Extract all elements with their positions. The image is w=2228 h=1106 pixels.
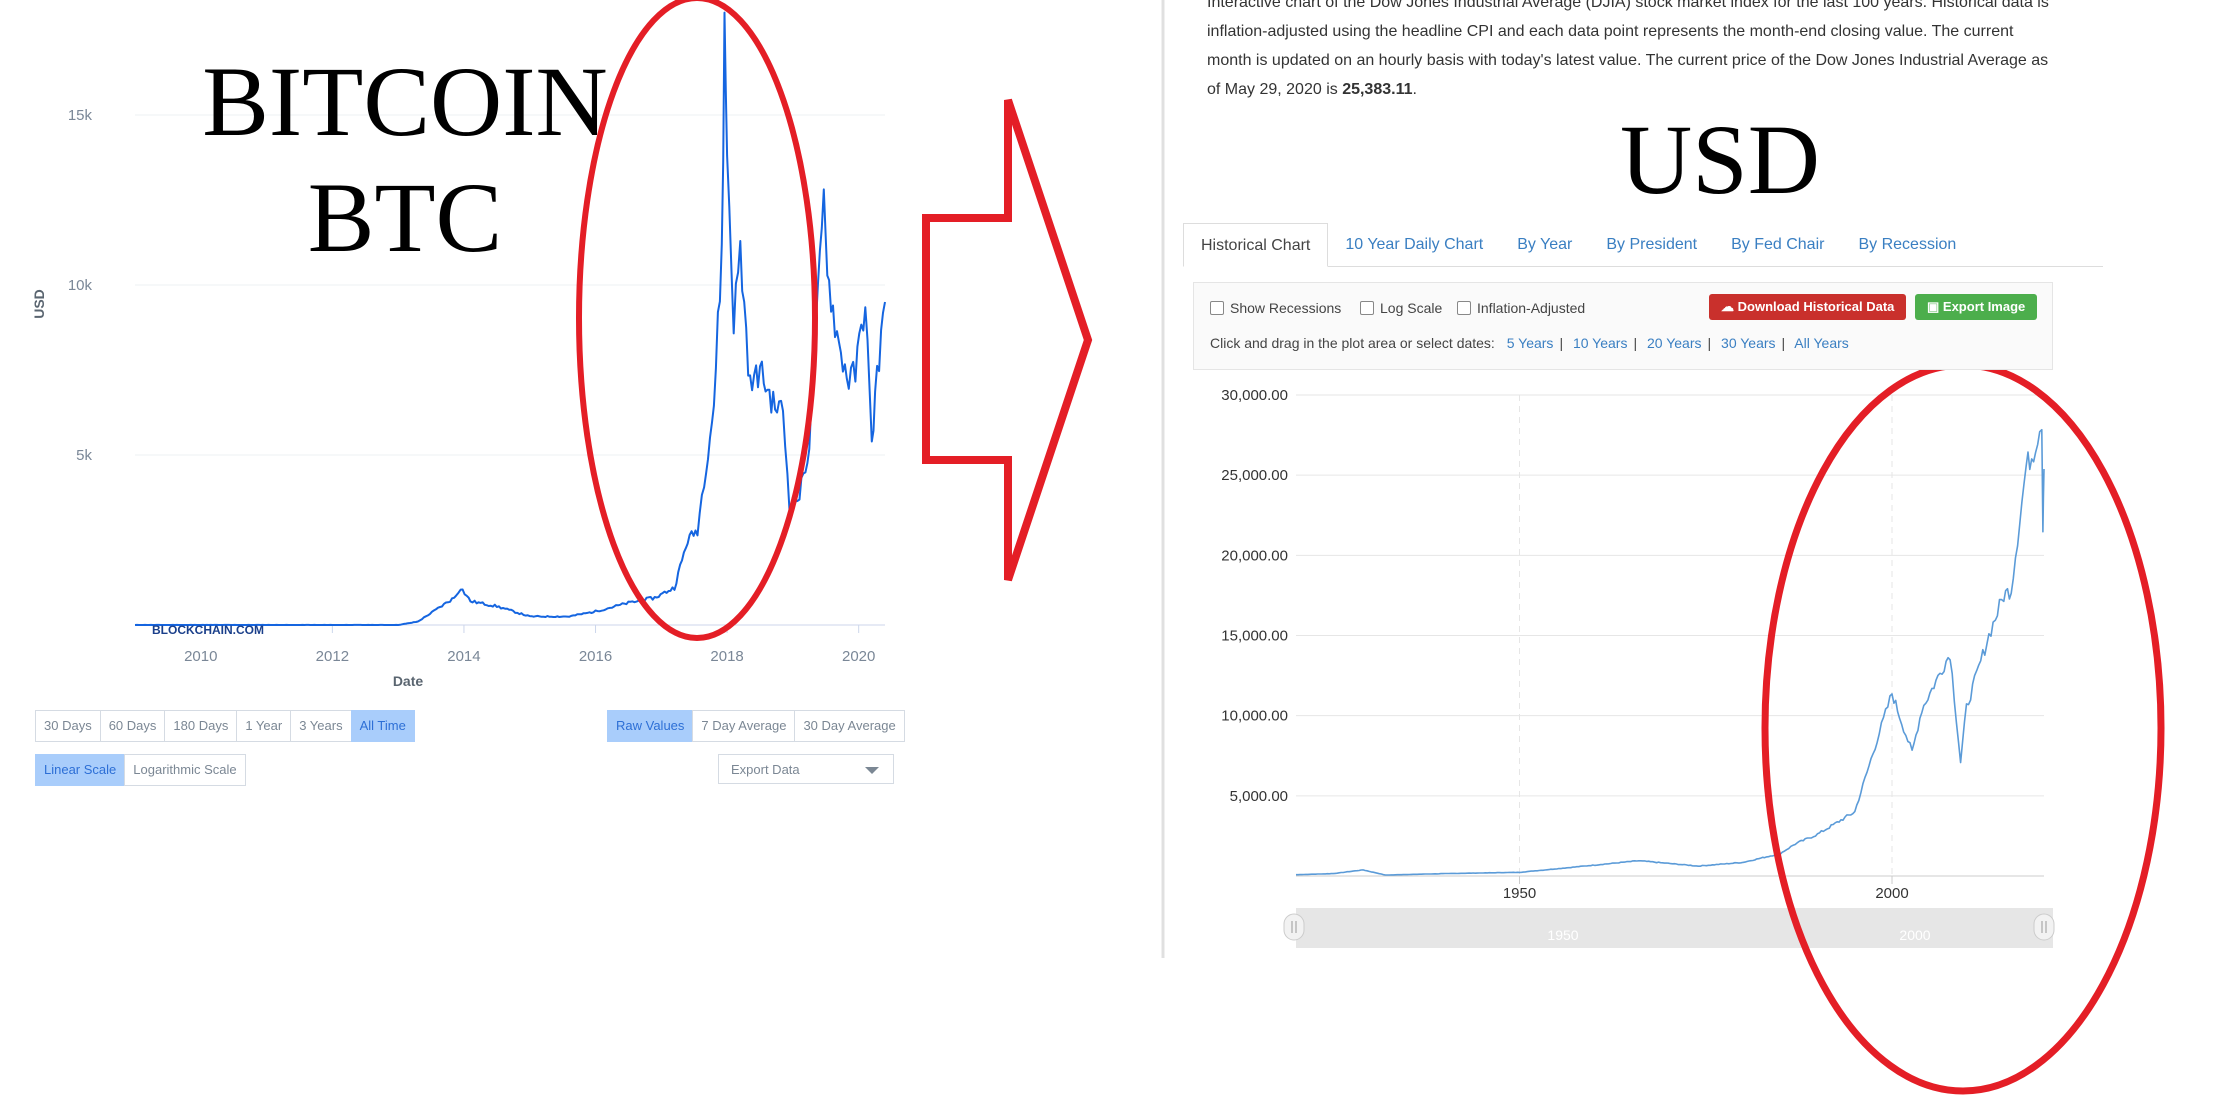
date-range-prompt: Click and drag in the plot area or selec… xyxy=(1210,335,1495,351)
bitcoin-title-line2: BTC xyxy=(307,162,503,273)
x-tick-label: 2020 xyxy=(842,648,875,665)
y-tick-label: 5,000.00 xyxy=(1230,788,1288,805)
tab-by-fed-chair[interactable]: By Fed Chair xyxy=(1731,236,1825,253)
date-link-5-years[interactable]: 5 Years xyxy=(1506,335,1554,351)
range-60-days-button[interactable]: 60 Days xyxy=(99,710,166,742)
navigator-label-1950: 1950 xyxy=(1547,927,1578,943)
tab-10-year-daily-chart[interactable]: 10 Year Daily Chart xyxy=(1345,236,1484,253)
log-scale-label: Log Scale xyxy=(1380,300,1443,316)
btc-tick-labels: 5k 10k 15k 2010 2012 2014 2016 2018 2020 xyxy=(68,107,876,665)
djia-options-panel: Show Recessions Log Scale Inflation-Adju… xyxy=(1193,282,2053,370)
djia-price-series-line xyxy=(1296,428,2045,876)
show-recessions-checkbox[interactable]: Show Recessions xyxy=(1210,300,1341,316)
thirty-day-average-button[interactable]: 30 Day Average xyxy=(794,710,905,742)
x-tick-label: 2012 xyxy=(316,648,349,665)
description-line-4: of May 29, 2020 is 25,383.11. xyxy=(1207,75,2067,104)
x-tick-label: 1950 xyxy=(1503,885,1536,902)
y-tick-label: 15k xyxy=(68,107,93,124)
export-image-button[interactable]: ▣ Export Image xyxy=(1915,294,2038,320)
btc-gridlines xyxy=(135,114,885,456)
djia-navigator-handle-right[interactable] xyxy=(2033,913,2055,941)
usd-title: USD xyxy=(1619,104,1821,215)
y-tick-label: 25,000.00 xyxy=(1221,467,1288,484)
tab-historical-chart[interactable]: Historical Chart xyxy=(1183,223,1329,267)
log-scale-checkbox[interactable]: Log Scale xyxy=(1360,300,1442,316)
red-ellipse-djia xyxy=(1761,361,2165,1095)
export-data-label: Export Data xyxy=(731,762,800,777)
description-line-2: inflation-adjusted using the headline CP… xyxy=(1207,23,2014,40)
download-historical-data-label: Download Historical Data xyxy=(1737,299,1895,314)
btc-scale-buttons: Linear Scale Logarithmic Scale xyxy=(35,754,246,786)
date-link-all-years[interactable]: All Years xyxy=(1794,335,1849,351)
x-tick-label: 2010 xyxy=(184,648,217,665)
description-line-4-prefix: of May 29, 2020 is xyxy=(1207,81,1343,98)
range-all-time-button[interactable]: All Time xyxy=(350,710,415,742)
x-tick-label: 2014 xyxy=(447,648,480,665)
inflation-adjusted-checkbox[interactable]: Inflation-Adjusted xyxy=(1457,300,1585,316)
range-3-years-button[interactable]: 3 Years xyxy=(290,710,352,742)
raw-values-button[interactable]: Raw Values xyxy=(607,710,694,742)
btc-price-series-line xyxy=(134,11,886,626)
djia-description: Interactive chart of the Dow Jones Indus… xyxy=(1207,0,2067,104)
checkbox-box[interactable] xyxy=(1457,301,1471,315)
tab-by-recession[interactable]: By Recession xyxy=(1858,236,1957,253)
export-data-select[interactable]: Export Data xyxy=(718,754,894,784)
description-line-4-suffix: . xyxy=(1412,81,1417,98)
date-range-row: Click and drag in the plot area or selec… xyxy=(1210,335,1849,351)
djia-price-chart: 5,000.00 10,000.00 15,000.00 20,000.00 25,00… xyxy=(1221,387,2055,948)
inflation-adjusted-label: Inflation-Adjusted xyxy=(1477,300,1586,316)
y-tick-label: 15,000.00 xyxy=(1221,628,1288,645)
checkbox-box[interactable] xyxy=(1210,301,1224,315)
image-icon: ▣ xyxy=(1927,299,1943,314)
x-tick-label: 2000 xyxy=(1875,885,1908,902)
logarithmic-scale-button[interactable]: Logarithmic Scale xyxy=(124,754,246,786)
seven-day-average-button[interactable]: 7 Day Average xyxy=(692,710,796,742)
y-tick-label: 20,000.00 xyxy=(1221,547,1288,564)
btc-price-chart: 5k 10k 15k 2010 2012 2014 2016 2018 2020 USD Dat… xyxy=(31,11,886,689)
range-30-days-button[interactable]: 30 Days xyxy=(35,710,101,742)
linear-scale-button[interactable]: Linear Scale xyxy=(35,754,126,786)
btc-range-buttons: 30 Days 60 Days 180 Days 1 Year 3 Years … xyxy=(35,710,415,742)
btc-value-buttons: Raw Values 7 Day Average 30 Day Average xyxy=(607,710,905,742)
djia-tick-labels: 5,000.00 10,000.00 15,000.00 20,000.00 25,00… xyxy=(1221,387,1908,902)
download-historical-data-button[interactable]: ☁ Download Historical Data xyxy=(1709,294,1907,320)
btc-y-axis-label: USD xyxy=(31,289,47,319)
y-tick-label: 30,000.00 xyxy=(1221,387,1288,404)
current-price-value: 25,383.11 xyxy=(1342,81,1413,98)
export-image-label: Export Image xyxy=(1942,299,2026,314)
checkbox-box[interactable] xyxy=(1360,301,1374,315)
date-link-20-years[interactable]: 20 Years xyxy=(1647,335,1702,351)
date-link-30-years[interactable]: 30 Years xyxy=(1721,335,1776,351)
djia-navigator-handle-left[interactable] xyxy=(1283,913,1305,941)
red-arrow-shape xyxy=(922,98,1093,582)
djia-gridlines xyxy=(1296,394,2044,877)
date-link-10-years[interactable]: 10 Years xyxy=(1572,335,1628,351)
y-tick-label: 10,000.00 xyxy=(1221,708,1288,725)
y-tick-label: 10k xyxy=(68,277,93,294)
range-180-days-button[interactable]: 180 Days xyxy=(164,710,238,742)
tab-by-president[interactable]: By President xyxy=(1606,236,1698,253)
chevron-down-icon xyxy=(865,767,879,774)
djia-navigator-track[interactable] xyxy=(1296,908,2053,948)
djia-tabs: Historical Chart 10 Year Daily Chart By … xyxy=(1183,223,2103,267)
description-line-1: Interactive chart of the Dow Jones Indus… xyxy=(1207,0,2049,11)
range-1-year-button[interactable]: 1 Year xyxy=(236,710,292,742)
y-tick-label: 5k xyxy=(76,447,92,464)
bitcoin-title-line1: BITCOIN xyxy=(202,46,608,157)
description-line-3: month is updated on an hourly basis with… xyxy=(1207,52,2049,69)
x-tick-label: 2016 xyxy=(579,648,612,665)
btc-x-axis-label: Date xyxy=(393,673,424,689)
x-tick-label: 2018 xyxy=(710,648,743,665)
red-ellipse-btc xyxy=(576,0,818,641)
blockchain-watermark: BLOCKCHAIN.COM xyxy=(152,623,264,637)
navigator-label-2000: 2000 xyxy=(1899,927,1930,943)
tab-by-year[interactable]: By Year xyxy=(1517,236,1573,253)
show-recessions-label: Show Recessions xyxy=(1230,300,1342,316)
cloud-download-icon: ☁ xyxy=(1721,299,1738,314)
